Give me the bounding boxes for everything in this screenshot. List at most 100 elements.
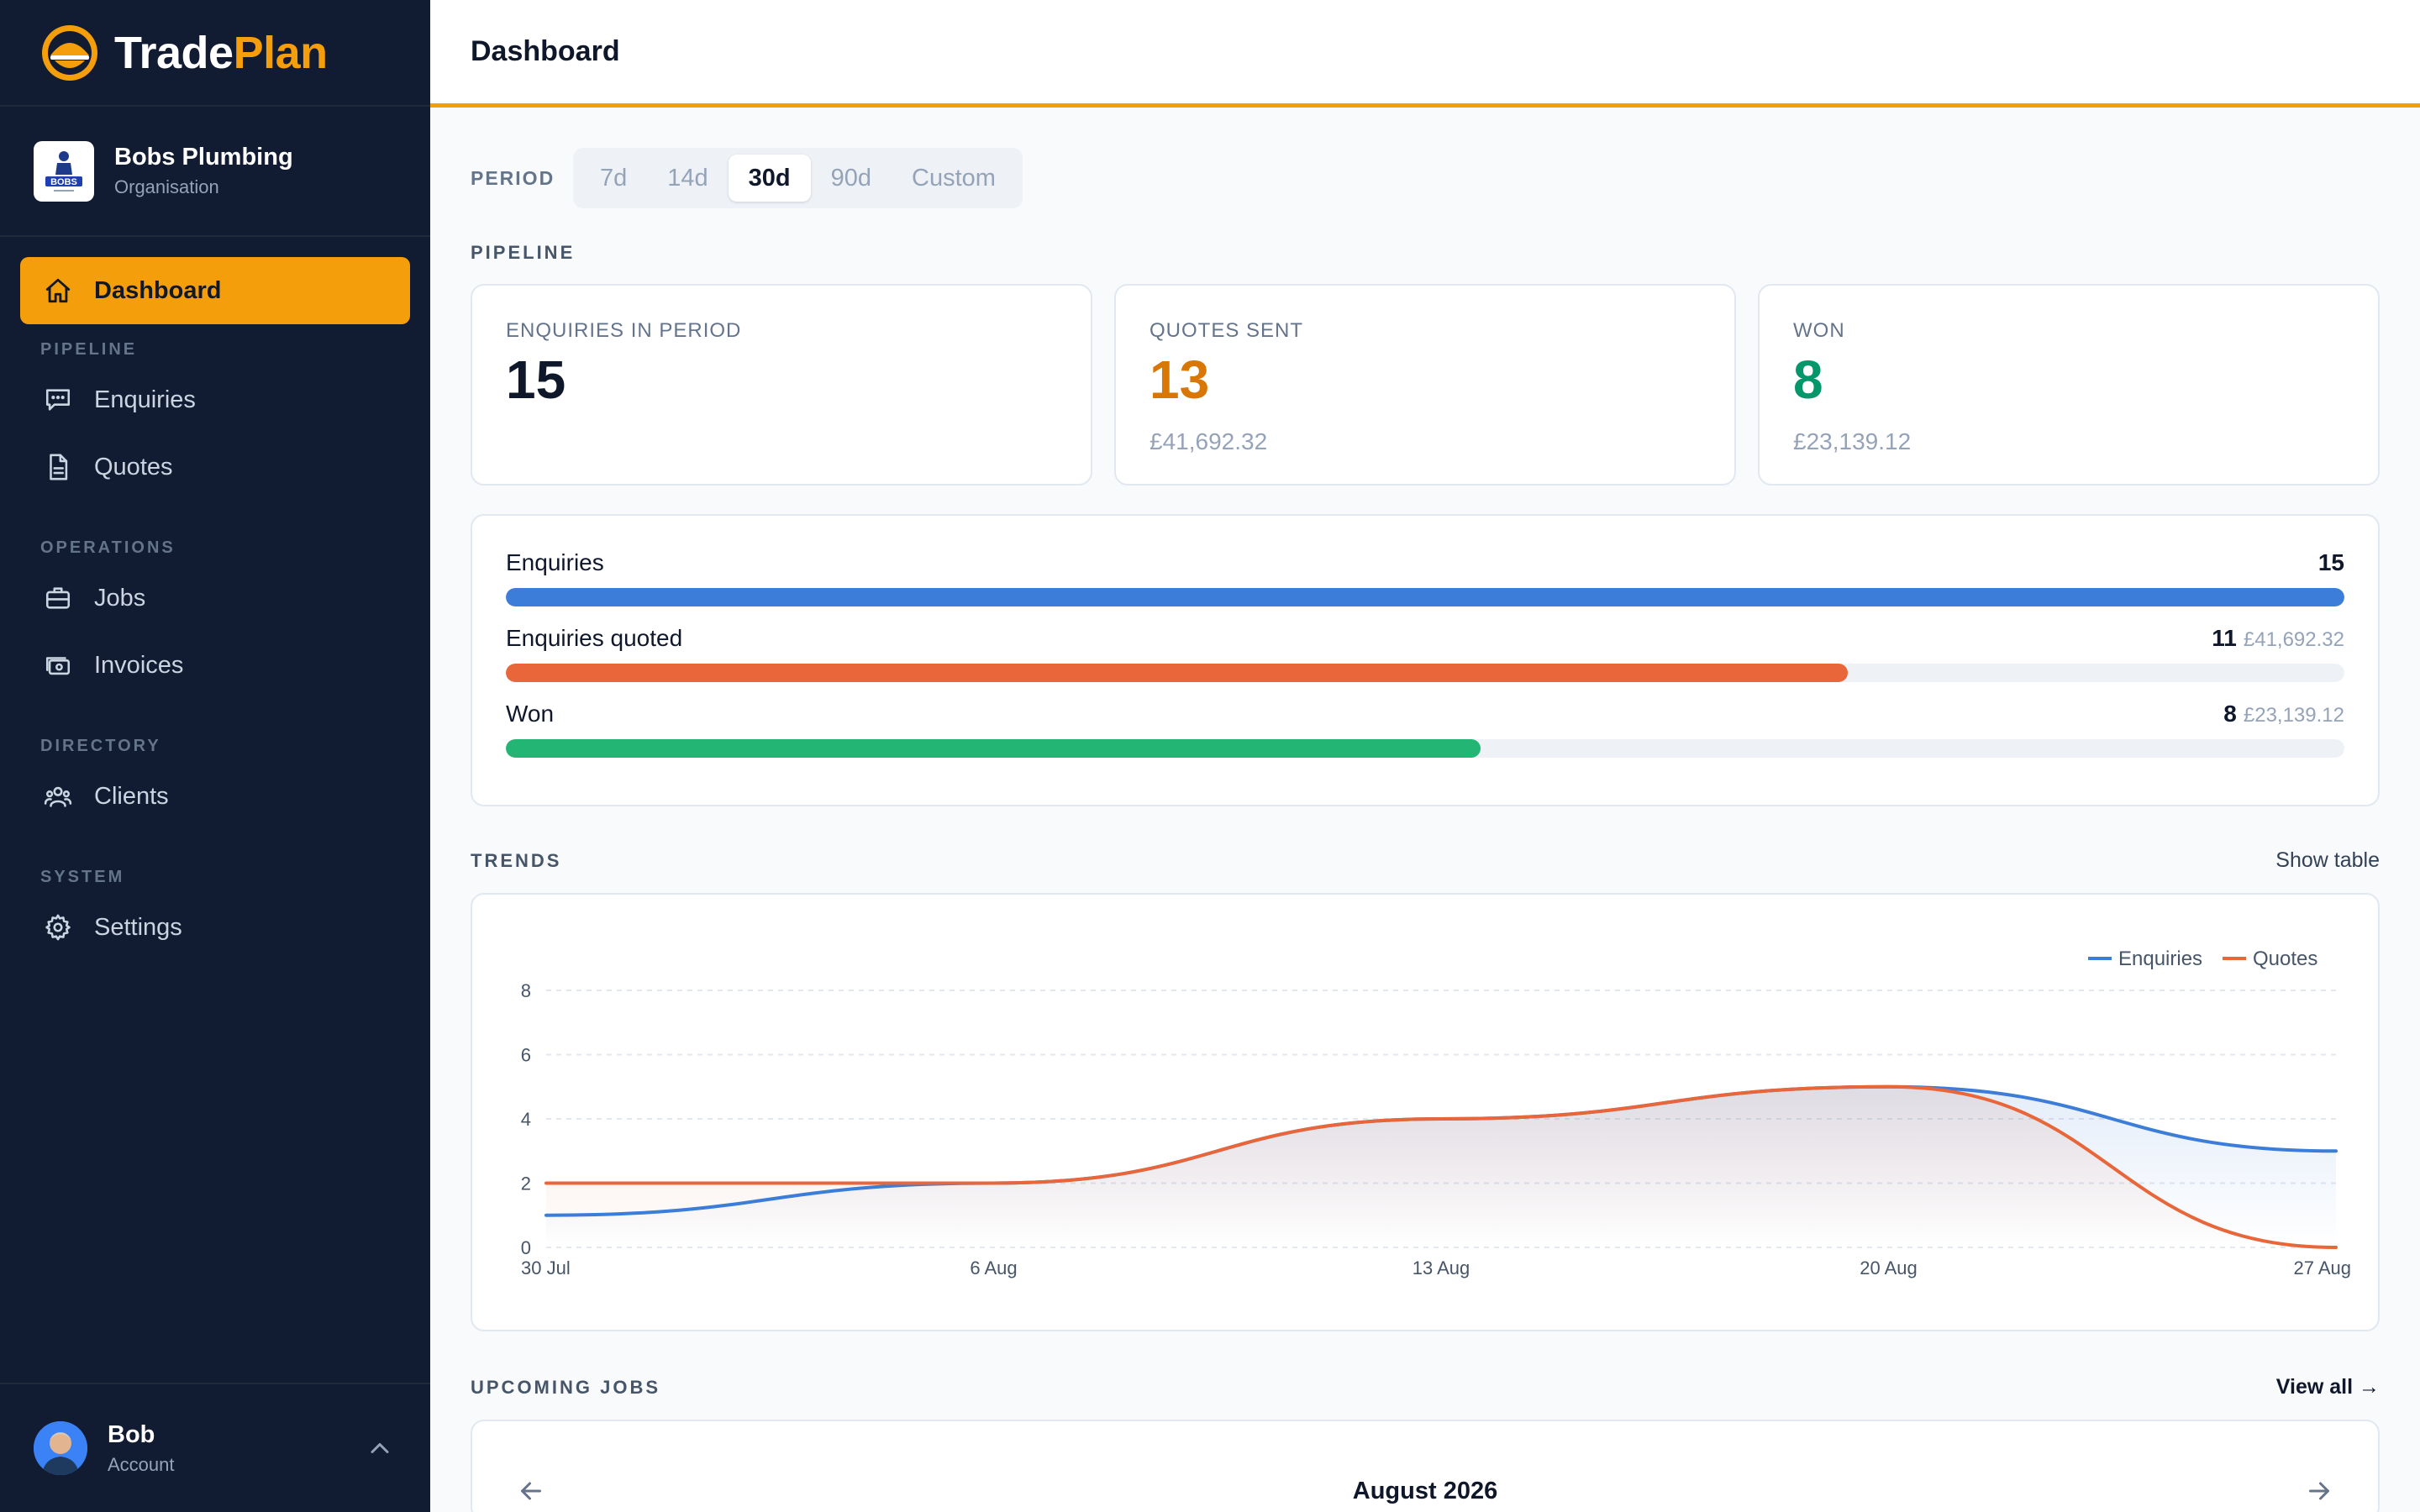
- account-menu[interactable]: Bob Account: [0, 1383, 430, 1512]
- stat-value: 15: [506, 349, 566, 410]
- stat-amount: £41,692.32: [1150, 428, 1268, 454]
- period-label: PERIOD: [471, 166, 555, 189]
- sidebar-nav: Dashboard PIPELINE Enquiries Quotes OPER…: [0, 257, 430, 961]
- sidebar-item-enquiries[interactable]: Enquiries: [20, 366, 410, 433]
- pipeline-funnel: Enquiries 15 Enquiries quoted 11 £41,692.…: [471, 514, 2380, 806]
- arrow-right-icon[interactable]: [2304, 1476, 2334, 1506]
- sidebar-item-label: Quotes: [94, 453, 173, 480]
- y-tick-label: 8: [521, 980, 531, 1001]
- brand-name-part-1: Trade: [114, 27, 234, 78]
- sidebar-item-invoices[interactable]: Invoices: [20, 632, 410, 699]
- trends-header: TRENDS Show table: [471, 848, 2380, 873]
- funnel-row-won: Won 8 £23,139.12: [506, 701, 2344, 758]
- x-tick-label: 6 Aug: [970, 1257, 1017, 1278]
- nav-section-system: SYSTEM: [40, 868, 125, 886]
- brand-name-part-2: Plan: [233, 27, 329, 78]
- sidebar-item-dashboard[interactable]: Dashboard: [20, 257, 410, 324]
- period-option-7d[interactable]: 7d: [600, 164, 628, 192]
- gear-icon: [42, 911, 74, 943]
- stat-value: 13: [1150, 349, 1210, 410]
- briefcase-icon: [42, 582, 74, 614]
- brand[interactable]: TradePlan: [0, 0, 430, 107]
- sidebar-item-label: Jobs: [94, 584, 146, 612]
- arrow-left-icon[interactable]: [516, 1476, 546, 1506]
- document-icon: [42, 451, 74, 483]
- funnel-label: Enquiries: [506, 549, 604, 575]
- calendar-month: August 2026: [1352, 1477, 1498, 1504]
- funnel-row-enquiries: Enquiries 15: [506, 549, 2344, 606]
- nav-section-pipeline: PIPELINE: [40, 340, 138, 359]
- avatar-image-icon: [34, 1421, 87, 1475]
- avatar: [34, 1421, 87, 1475]
- funnel-count: 11: [2212, 625, 2237, 651]
- chevron-up-icon[interactable]: [365, 1433, 395, 1463]
- org-subtitle: Organisation: [114, 176, 219, 197]
- period-option-30d[interactable]: 30d: [728, 155, 811, 202]
- sidebar-item-label: Clients: [94, 782, 169, 810]
- nav-section-operations: OPERATIONS: [40, 538, 176, 557]
- sidebar-item-label: Invoices: [94, 651, 184, 679]
- series-line: [544, 1084, 2338, 1249]
- stat-label: ENQUIRIES IN PERIOD: [506, 319, 742, 342]
- user-subtitle: Account: [108, 1453, 175, 1475]
- x-tick-label: 13 Aug: [1413, 1257, 1470, 1278]
- sidebar-item-settings[interactable]: Settings: [20, 894, 410, 961]
- org-name: Bobs Plumbing: [114, 144, 293, 171]
- funnel-amount: £23,139.12: [2243, 704, 2344, 727]
- stat-card-enquiries: ENQUIRIES IN PERIOD 15: [471, 284, 1092, 486]
- funnel-count: 8: [2223, 701, 2237, 727]
- upcoming-jobs-calendar: August 2026: [471, 1420, 2380, 1512]
- tradeplan-logo-icon: [42, 24, 97, 81]
- users-icon: [42, 780, 74, 812]
- legend-label: Quotes: [2253, 948, 2317, 970]
- funnel-count-wrap: 11 £41,692.32: [2212, 625, 2344, 652]
- sidebar-item-jobs[interactable]: Jobs: [20, 564, 410, 632]
- sidebar: TradePlan BOBS Bobs Plumbing Organisatio…: [0, 0, 430, 1512]
- period-selector: PERIOD 7d 14d 30d 90d Custom: [471, 148, 2380, 208]
- sidebar-item-label: Enquiries: [94, 386, 196, 413]
- funnel-track: [506, 739, 2344, 758]
- period-option-14d[interactable]: 14d: [667, 164, 708, 192]
- funnel-track: [506, 588, 2344, 606]
- legend-label: Enquiries: [2118, 948, 2202, 970]
- show-table-button[interactable]: Show table: [2275, 848, 2380, 872]
- main-content: Dashboard PERIOD 7d 14d 30d 90d Custom P…: [430, 0, 2420, 1512]
- funnel-bar-enquiries: [506, 588, 2344, 606]
- cash-icon: [42, 649, 74, 681]
- svg-text:BOBS: BOBS: [50, 177, 77, 187]
- trends-chart-card: 0 2 4 6 8 30 Jul 6 Aug 13 Aug 20 Aug 27 Aug Enquir…: [471, 893, 2380, 1331]
- home-icon: [42, 275, 74, 307]
- user-name: Bob: [108, 1420, 155, 1448]
- x-tick-label: 27 Aug: [2293, 1257, 2351, 1278]
- view-all-link[interactable]: View all →: [2275, 1375, 2380, 1399]
- period-segmented-control: 7d 14d 30d 90d Custom: [573, 148, 1023, 208]
- stat-label: QUOTES SENT: [1150, 319, 1304, 342]
- pipeline-section-label: PIPELINE: [471, 242, 576, 263]
- sidebar-item-quotes[interactable]: Quotes: [20, 433, 410, 501]
- stat-cards: ENQUIRIES IN PERIOD 15 QUOTES SENT 13 £4…: [471, 284, 2380, 486]
- x-tick-label: 30 Jul: [521, 1257, 571, 1278]
- sidebar-item-clients[interactable]: Clients: [20, 763, 410, 830]
- funnel-bar-won: [506, 739, 1481, 758]
- funnel-label: Enquiries quoted: [506, 625, 683, 651]
- funnel-count-wrap: 8 £23,139.12: [2223, 701, 2344, 727]
- y-tick-label: 6: [521, 1045, 531, 1066]
- page-title: Dashboard: [471, 35, 620, 67]
- y-tick-label: 2: [521, 1173, 531, 1194]
- y-tick-label: 0: [521, 1237, 531, 1258]
- stat-card-quotes-sent: QUOTES SENT 13 £41,692.32: [1114, 284, 1736, 486]
- funnel-label: Won: [506, 701, 555, 727]
- org-switcher[interactable]: BOBS Bobs Plumbing Organisation: [0, 107, 430, 237]
- funnel-bar-quoted: [506, 664, 1849, 682]
- funnel-track: [506, 664, 2344, 682]
- period-option-90d[interactable]: 90d: [830, 164, 872, 192]
- period-option-custom[interactable]: Custom: [912, 164, 996, 192]
- stat-label: WON: [1793, 319, 1845, 342]
- stat-card-won: WON 8 £23,139.12: [1758, 284, 2380, 486]
- upcoming-jobs-header: UPCOMING JOBS View all →: [471, 1375, 2380, 1399]
- chat-bubble-icon: [42, 384, 74, 416]
- sidebar-item-label: Dashboard: [94, 276, 222, 304]
- y-tick-label: 4: [521, 1109, 531, 1130]
- trends-section-label: TRENDS: [471, 849, 562, 871]
- stat-amount: £23,139.12: [1793, 428, 1912, 454]
